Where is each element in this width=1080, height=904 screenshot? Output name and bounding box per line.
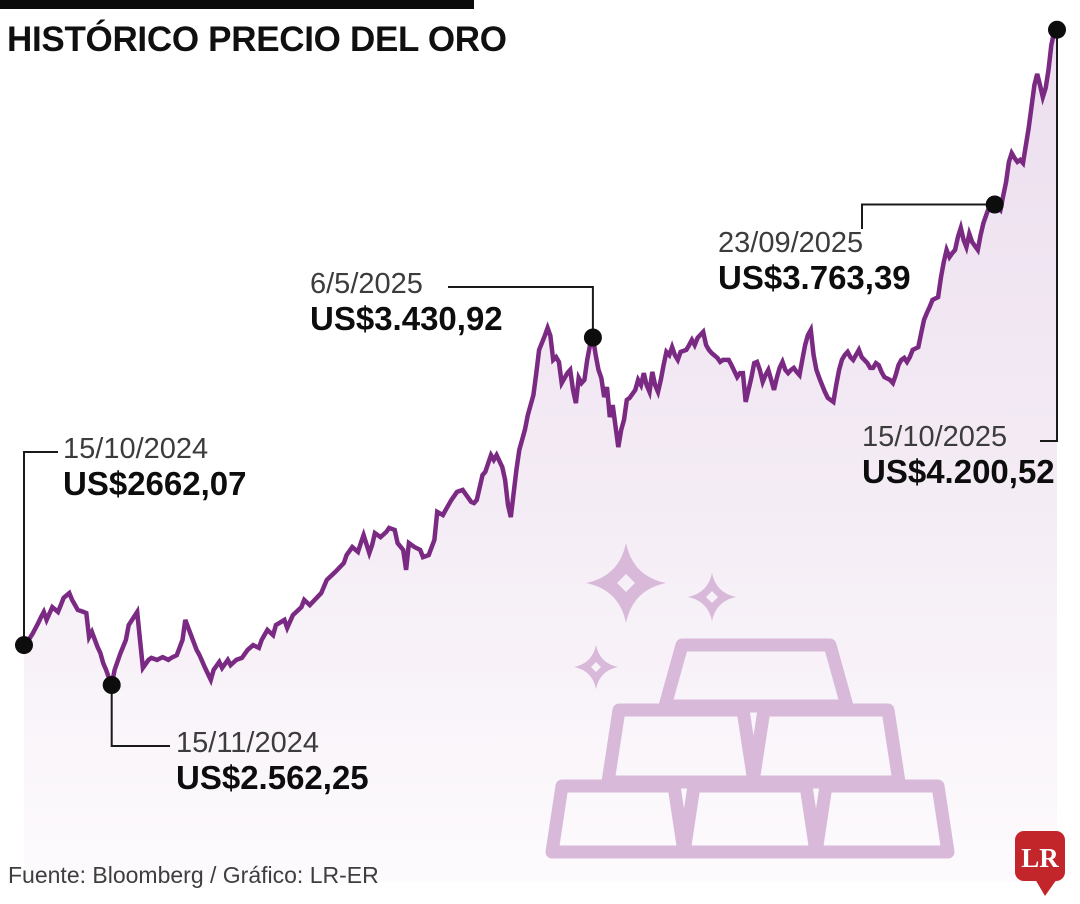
annotation-date: 15/10/2024 <box>63 433 209 465</box>
annotation-date: 23/09/2025 <box>718 227 864 259</box>
key-point-marker-p4 <box>985 195 1004 214</box>
annotation-date: 6/5/2025 <box>310 268 423 300</box>
connector-line-p2 <box>110 685 170 747</box>
annotation-date: 15/11/2024 <box>176 727 319 759</box>
lr-logo-bubble <box>1015 831 1065 881</box>
annotation-connectors <box>23 29 1058 747</box>
annotation-15-10-2024: 15/10/2024 US$2662,07 <box>63 433 247 503</box>
annotation-15-10-2025: 15/10/2025 US$4.200,52 <box>862 421 1055 491</box>
connector-line-p1 <box>23 451 58 646</box>
sparkle-icon <box>574 645 618 689</box>
annotation-price: US$2.562,25 <box>176 758 369 796</box>
lr-logo-tail <box>1035 879 1057 896</box>
title-bar <box>0 0 474 9</box>
annotation-price: US$2662,07 <box>63 464 247 502</box>
connector-line-p5 <box>1040 29 1058 442</box>
connector-line-p3 <box>448 286 594 338</box>
annotation-6-5-2025: 6/5/2025 US$3.430,92 <box>310 268 503 338</box>
key-point-marker-p2 <box>102 676 121 694</box>
key-point-marker-p5 <box>1048 20 1066 39</box>
source-credit: Fuente: Bloomberg / Gráfico: LR-ER <box>8 862 379 888</box>
price-area-fill <box>24 29 1057 882</box>
lr-logo: LR <box>1013 829 1077 899</box>
annotation-15-11-2024: 15/11/2024 US$2.562,25 <box>176 727 369 797</box>
gold-bar-icon <box>809 779 955 859</box>
key-point-marker-p3 <box>583 328 602 347</box>
lr-logo-text: LR <box>1021 843 1059 873</box>
gold-bars-watermark <box>545 638 955 859</box>
sparkle-icon <box>586 543 666 623</box>
price-line <box>21 27 1060 694</box>
chart-title: HISTÓRICO PRECIO DEL ORO <box>7 20 507 59</box>
sparkle-icon <box>688 573 736 621</box>
annotation-markers <box>15 20 1066 694</box>
annotation-date: 15/10/2025 <box>862 421 1008 453</box>
annotation-price: US$3.763,39 <box>718 258 911 296</box>
annotation-price: US$4.200,52 <box>862 452 1055 490</box>
annotation-23-09-2025: 23/09/2025 US$3.763,39 <box>718 227 911 297</box>
annotation-price: US$3.430,92 <box>310 299 503 337</box>
sparkle-icons <box>574 543 736 689</box>
connector-line-p4 <box>861 203 995 229</box>
key-point-marker-p1 <box>15 636 33 655</box>
